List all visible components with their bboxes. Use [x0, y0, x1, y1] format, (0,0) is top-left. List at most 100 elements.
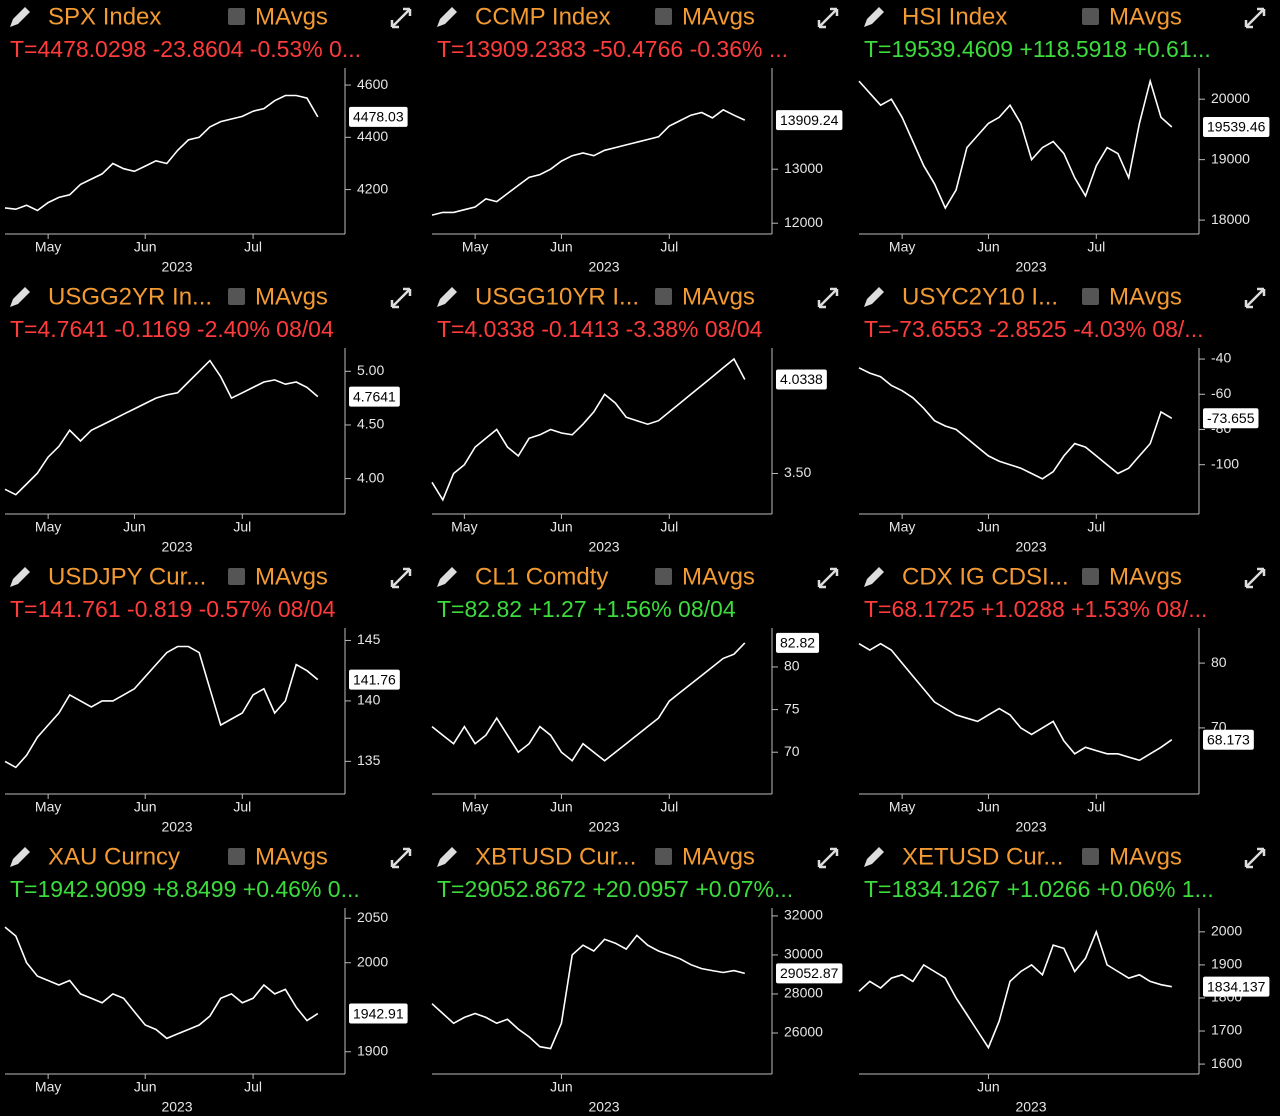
- y-tick-label: 4200: [357, 180, 388, 196]
- x-tick-label: May: [35, 799, 61, 815]
- last-value-tag: 141.76: [349, 669, 400, 690]
- y-tick-label: 4.50: [357, 416, 384, 432]
- x-tick-label: Jun: [977, 239, 1000, 255]
- x-tick-label: Jul: [660, 239, 678, 255]
- mavgs-label: MAvgs: [255, 3, 328, 30]
- mavgs-label: MAvgs: [255, 283, 328, 310]
- y-tick-label: 4400: [357, 128, 388, 144]
- x-tick-label: Jun: [134, 1079, 157, 1095]
- x-tick-label: May: [462, 239, 488, 255]
- x-tick-label: Jun: [550, 239, 573, 255]
- y-tick-label: -60: [1211, 385, 1231, 401]
- last-value-tag: -73.655: [1203, 408, 1259, 429]
- pencil-icon: [437, 847, 457, 867]
- x-tick-label: Jun: [134, 239, 157, 255]
- last-value-box: [349, 1003, 408, 1024]
- mavgs-label: MAvgs: [1109, 283, 1182, 310]
- y-tick-label: 20000: [1211, 90, 1250, 106]
- x-axis-label: 2023: [588, 819, 619, 835]
- last-value-tag: 1834.137: [1203, 976, 1270, 997]
- quote-line: T=29052.8672 +20.0957 +0.07%...: [437, 876, 793, 902]
- y-tick-label: 4.00: [357, 469, 384, 485]
- y-tick-label: 26000: [784, 1024, 823, 1040]
- x-tick-label: Jun: [977, 519, 1000, 535]
- price-line: [431, 108, 746, 216]
- x-tick-label: Jun: [123, 519, 146, 535]
- x-tick-label: Jul: [244, 1079, 262, 1095]
- mavgs-checkbox: [1082, 288, 1099, 305]
- y-tick-label: 5.00: [357, 362, 384, 378]
- price-line: [858, 78, 1173, 210]
- quote-line: T=141.761 -0.819 -0.57% 08/04: [10, 596, 336, 622]
- mavgs-label: MAvgs: [255, 843, 328, 870]
- x-axis-label: 2023: [588, 539, 619, 555]
- last-value-tag: 29052.87: [776, 963, 843, 984]
- mavgs-checkbox: [1082, 568, 1099, 585]
- expand-icon: [390, 7, 412, 29]
- panel-title: CCMP Index: [475, 3, 611, 30]
- mavgs-label: MAvgs: [1109, 843, 1182, 870]
- last-value-box: [1203, 408, 1259, 429]
- mavgs-label: MAvgs: [682, 283, 755, 310]
- y-tick-label: 145: [357, 631, 381, 647]
- last-value-box: [776, 110, 843, 131]
- x-tick-label: Jun: [550, 1079, 573, 1095]
- y-tick-label: 80: [784, 658, 800, 674]
- pencil-icon: [437, 567, 457, 587]
- last-value-label: 29052.87: [780, 965, 839, 981]
- quote-line: T=19539.4609 +118.5918 +0.61...: [864, 36, 1211, 62]
- x-tick-label: May: [35, 519, 61, 535]
- x-axis-label: 2023: [588, 1099, 619, 1115]
- x-axis-label: 2023: [588, 259, 619, 275]
- last-value-box: [776, 632, 820, 653]
- expand-icon: [390, 287, 412, 309]
- mavgs-checkbox: [655, 8, 672, 25]
- expand-icon: [817, 7, 839, 29]
- y-tick-label: 30000: [784, 946, 823, 962]
- y-tick-label: -40: [1211, 350, 1231, 366]
- mavgs-checkbox: [228, 568, 245, 585]
- y-tick-label: 2050: [357, 909, 388, 925]
- y-tick-label: -100: [1211, 455, 1239, 471]
- x-tick-label: Jun: [977, 1079, 1000, 1095]
- y-tick-label: 1700: [1211, 1022, 1242, 1038]
- mavgs-checkbox: [1082, 848, 1099, 865]
- last-value-label: 13909.24: [780, 112, 839, 128]
- y-tick-label: 2000: [1211, 923, 1242, 939]
- y-tick-label: 80: [1211, 654, 1227, 670]
- last-value-label: 19539.46: [1207, 119, 1266, 135]
- quote-line: T=13909.2383 -50.4766 -0.36% ...: [437, 36, 788, 62]
- panel-title: XAU Curncy: [48, 843, 180, 870]
- panel-title: XBTUSD Cur...: [475, 843, 636, 870]
- y-tick-label: 19000: [1211, 150, 1250, 166]
- x-tick-label: Jul: [1087, 239, 1105, 255]
- y-tick-label: 3.50: [784, 464, 811, 480]
- last-value-box: [1203, 729, 1254, 750]
- mavgs-label: MAvgs: [682, 843, 755, 870]
- y-tick-label: 2000: [357, 953, 388, 969]
- expand-icon: [817, 847, 839, 869]
- x-tick-label: Jun: [977, 799, 1000, 815]
- price-line: [431, 642, 746, 762]
- x-tick-label: Jul: [233, 799, 251, 815]
- quote-line: T=68.1725 +1.0288 +1.53% 08/...: [864, 596, 1207, 622]
- quote-line: T=4.7641 -0.1169 -2.40% 08/04: [10, 316, 334, 342]
- last-value-label: 68.173: [1207, 731, 1250, 747]
- price-line: [431, 357, 746, 502]
- x-tick-label: May: [451, 519, 477, 535]
- panel-title: USYC2Y10 I...: [902, 283, 1058, 310]
- expand-icon: [1244, 7, 1266, 29]
- x-tick-label: Jul: [244, 239, 262, 255]
- x-tick-label: May: [462, 799, 488, 815]
- last-value-box: [776, 963, 843, 984]
- x-tick-label: May: [35, 1079, 61, 1095]
- expand-icon: [390, 567, 412, 589]
- last-value-label: 82.82: [780, 635, 815, 651]
- x-tick-label: Jul: [1087, 519, 1105, 535]
- mavgs-checkbox: [655, 568, 672, 585]
- x-axis-label: 2023: [161, 1099, 192, 1115]
- pencil-icon: [10, 847, 30, 867]
- price-line: [4, 94, 319, 212]
- mavgs-checkbox: [655, 288, 672, 305]
